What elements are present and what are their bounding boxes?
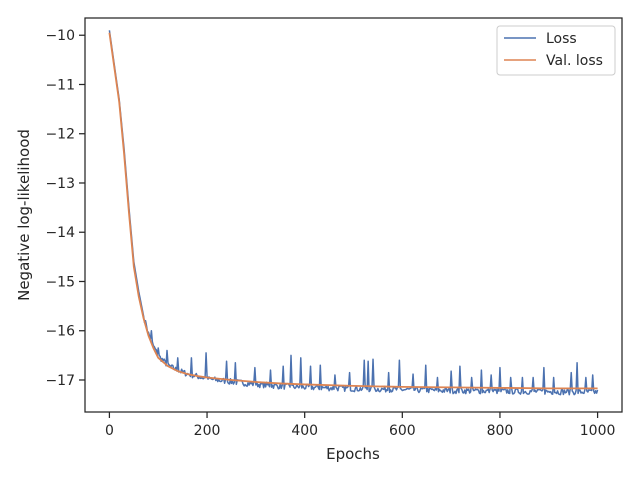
y-tick-label: −12 [45,127,75,143]
x-axis: 0 200 400 600 800 1000 [105,412,615,439]
y-axis: −10 −11 −12 −13 −14 −15 −16 −17 [45,28,85,389]
legend: Loss Val. loss [496,25,616,76]
x-tick-label: 0 [105,423,114,439]
x-axis-label: Epochs [326,445,380,463]
x-tick-label: 400 [291,423,318,439]
series-line-val-loss [108,32,598,390]
plot-frame [84,17,623,413]
y-tick-label: −13 [45,176,75,192]
legend-label-val-loss: Val. loss [546,53,603,69]
x-tick-label: 200 [194,423,221,439]
y-tick-label: −10 [45,28,75,44]
y-tick-label: −14 [45,225,75,241]
x-tick-label: 1000 [580,423,616,439]
legend-label-loss: Loss [546,31,577,47]
y-tick-label: −15 [45,274,75,290]
x-tick-label: 600 [389,423,416,439]
y-tick-label: −17 [45,373,75,389]
y-tick-label: −11 [45,77,75,93]
series-layer [108,30,599,396]
series-line-loss [108,30,599,396]
y-axis-label: Negative log-likelihood [15,129,33,301]
y-tick-label: −16 [45,324,75,340]
x-tick-label: 800 [487,423,514,439]
plot-area [85,18,622,412]
